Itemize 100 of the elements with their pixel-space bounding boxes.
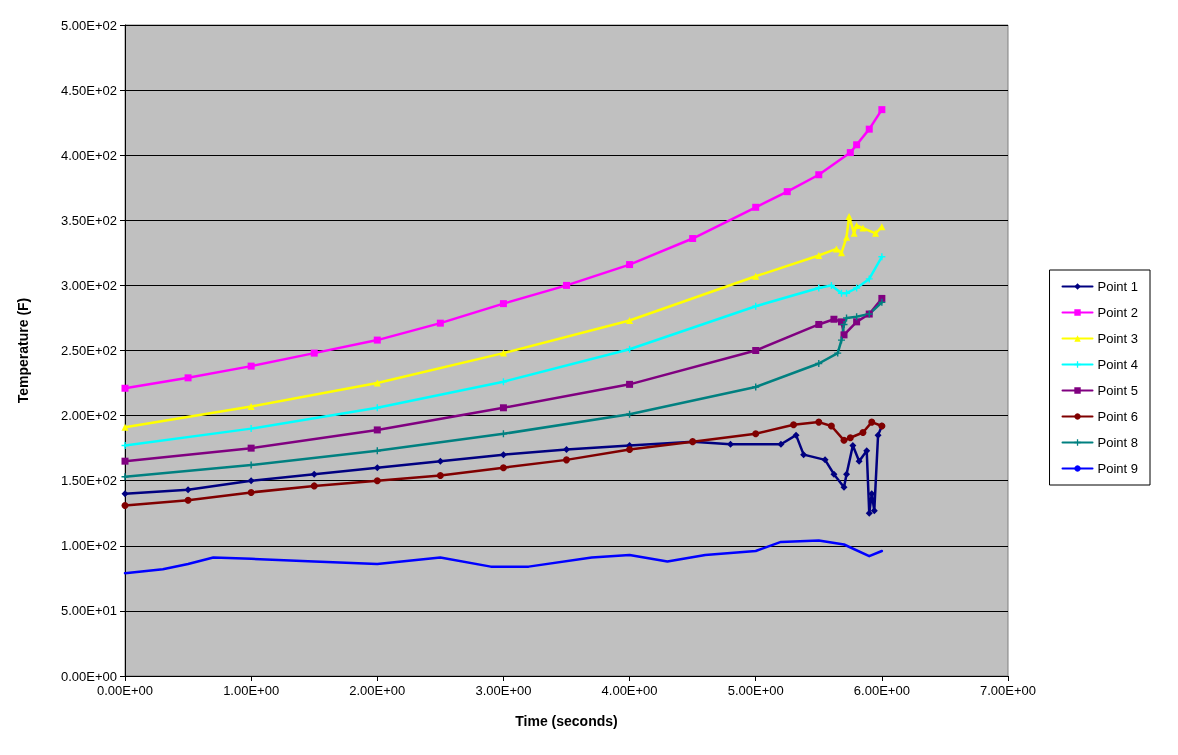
line-series [123,539,884,575]
x-tick-label: 2.00E+00 [349,683,406,698]
y-tick-label: 5.00E+01 [60,603,117,619]
point [834,349,842,357]
point [184,486,192,494]
legend-label: Point 9 [1097,461,1139,476]
legend-label: Point 6 [1097,409,1139,424]
point [827,422,835,430]
point [859,429,867,437]
point [874,431,882,439]
point [626,317,634,325]
point [846,149,854,157]
point [815,418,823,426]
point [837,249,845,257]
point [436,457,444,465]
point [840,483,848,491]
y-tick-label: 0.00E+00 [60,668,117,684]
x-tick-label: 1.00E+00 [223,683,280,698]
point [815,171,823,179]
point [855,457,863,465]
point [815,251,823,259]
point [843,314,851,322]
point [310,470,318,478]
point [373,426,381,434]
point [868,418,876,426]
point [865,275,873,283]
point [878,253,886,261]
point [310,349,318,357]
legend-label: Point 1 [1097,279,1139,294]
legend-label: Point 2 [1097,305,1139,320]
point [121,442,129,450]
y-tick-label: 4.50E+02 [60,82,117,98]
point [563,445,570,453]
point [752,347,760,354]
legend-label: Point 5 [1097,383,1139,398]
point [247,402,255,410]
point [790,421,798,429]
point [837,336,845,344]
point [792,431,800,439]
y-tick-label: 2.00E+02 [60,408,117,424]
point [626,345,634,353]
point [843,470,851,478]
point [436,319,444,327]
point [689,235,697,243]
point [247,362,255,370]
y-tick-label: 2.50E+02 [60,343,117,358]
point [830,315,838,323]
point [121,501,129,509]
x-axis-title: Time (seconds) [515,713,618,729]
x-tick-label: 4.00E+00 [601,683,658,698]
point [247,488,255,496]
point [247,444,255,452]
point [845,212,853,220]
point [121,423,129,431]
point [800,451,808,459]
legend-label: Point 3 [1097,331,1139,346]
point [840,331,848,339]
point [310,482,318,490]
point [247,477,255,485]
point [499,349,507,357]
point [853,284,861,292]
point [121,490,129,498]
point [436,471,444,479]
point [846,434,854,442]
point [840,436,848,444]
point [870,507,878,515]
point [853,318,861,326]
y-tick-label: 1.00E+02 [60,538,117,554]
legend-label: Point 8 [1097,435,1139,450]
point [626,261,634,269]
point [853,141,861,149]
point [865,125,873,133]
point [499,300,507,308]
point [752,383,760,391]
point [626,380,634,388]
point [878,106,886,114]
point [859,224,867,232]
y-tick-label: 1.50E+02 [60,473,117,489]
point [815,284,823,292]
point [373,464,381,472]
point [783,188,791,196]
point [752,430,760,438]
point [830,470,838,478]
y-tick-label: 4.00E+02 [60,147,117,163]
point [563,456,570,464]
point [853,222,861,230]
point [821,456,829,464]
point [752,272,760,280]
point [373,379,381,387]
point [499,404,507,412]
point [777,440,785,448]
x-tick-label: 0.00E+00 [96,683,154,698]
x-tick-label: 3.00E+00 [475,683,532,698]
y-axis-title: Temperature (F) [15,297,31,404]
y-tick-label: 3.00E+02 [60,277,117,293]
y-tick-label: 3.50E+02 [60,212,117,228]
point [184,374,192,382]
point [499,451,507,459]
x-tick-label: 6.00E+00 [853,683,910,698]
x-tick-label: 7.00E+00 [979,683,1037,698]
